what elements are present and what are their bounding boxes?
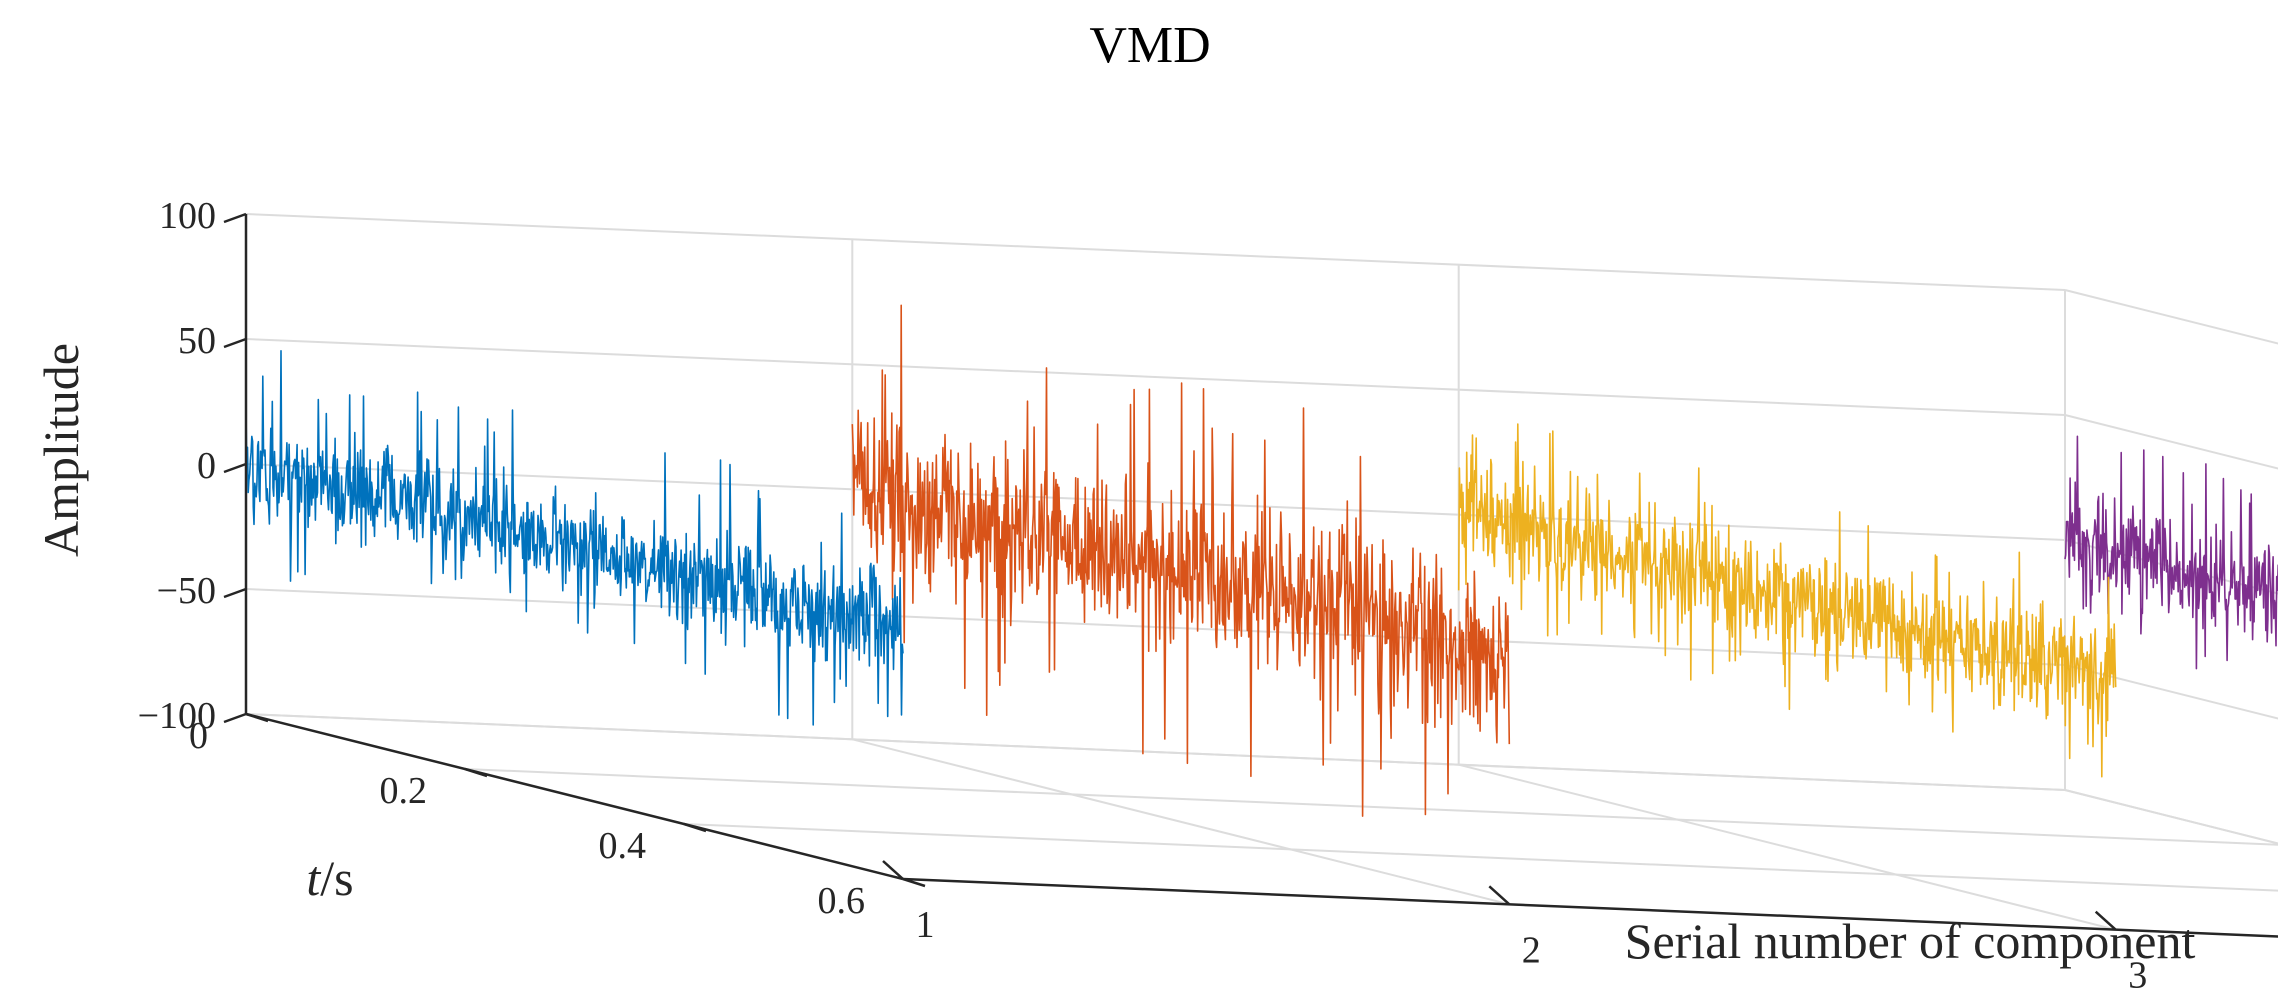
z-tick-mark (223, 212, 247, 224)
t-tick-label: 0.2 (380, 770, 428, 812)
grid-line-floor-x (852, 738, 1510, 906)
grid-line-back-z (245, 213, 2066, 291)
series-line-component-2 (851, 304, 1511, 817)
z-tick-label: −100 (138, 695, 216, 737)
t-axis-label-italic: t (306, 850, 321, 906)
grid-line-back-z (245, 338, 2066, 416)
grid-line-side-z (2064, 289, 2278, 345)
t-tick-mark (683, 822, 707, 833)
z-tick-mark (223, 462, 247, 474)
t-tick-mark (245, 712, 269, 723)
t-tick-label: 0.6 (818, 880, 866, 922)
grid-line-floor-t (464, 768, 2278, 846)
t-tick-label: 0.4 (599, 825, 647, 867)
series-line-component-1 (245, 349, 904, 726)
z-axis-label: Amplitude (33, 343, 89, 557)
t-axis-label-unit: /s (320, 850, 353, 906)
t-axis-line (245, 712, 904, 881)
grid-line-side-z (2064, 664, 2278, 720)
t-tick-mark (464, 767, 488, 778)
x-tick-label: 3 (2128, 955, 2147, 997)
series-group (245, 304, 2278, 817)
grid-line-floor-t (245, 713, 2066, 791)
x-tick-label: 1 (916, 904, 935, 946)
x-tick-mark (1488, 885, 1511, 906)
x-tick-label: 2 (1522, 929, 1541, 971)
z-tick-label: 50 (178, 320, 216, 362)
grid-line-back-z (245, 463, 2066, 541)
t-axis-label: t/s (306, 850, 353, 906)
grid-line-side-z (2064, 414, 2278, 470)
z-tick-label: 0 (197, 445, 216, 487)
x-axis-line (902, 877, 2278, 938)
z-tick-mark (223, 587, 247, 599)
x-axis-label: Serial number of component (1625, 913, 2196, 969)
grid-line-floor-t (683, 823, 2278, 892)
grid-line-floor-x (2064, 789, 2278, 845)
t-tick-label: 0 (189, 715, 208, 757)
grid-line-floor-x (1458, 763, 2116, 931)
chart-title: VMD (1089, 17, 1210, 74)
axes (223, 212, 2278, 938)
z-tick-label: −50 (157, 570, 216, 612)
z-tick-label: 100 (159, 195, 216, 237)
series-line-component-4 (2064, 435, 2278, 670)
t-tick-mark (902, 877, 926, 888)
x-tick-mark (2094, 910, 2117, 931)
z-tick-mark (223, 712, 247, 724)
series-line-component-3 (1457, 423, 2117, 778)
z-tick-mark (223, 337, 247, 349)
x-tick-mark (882, 860, 904, 880)
